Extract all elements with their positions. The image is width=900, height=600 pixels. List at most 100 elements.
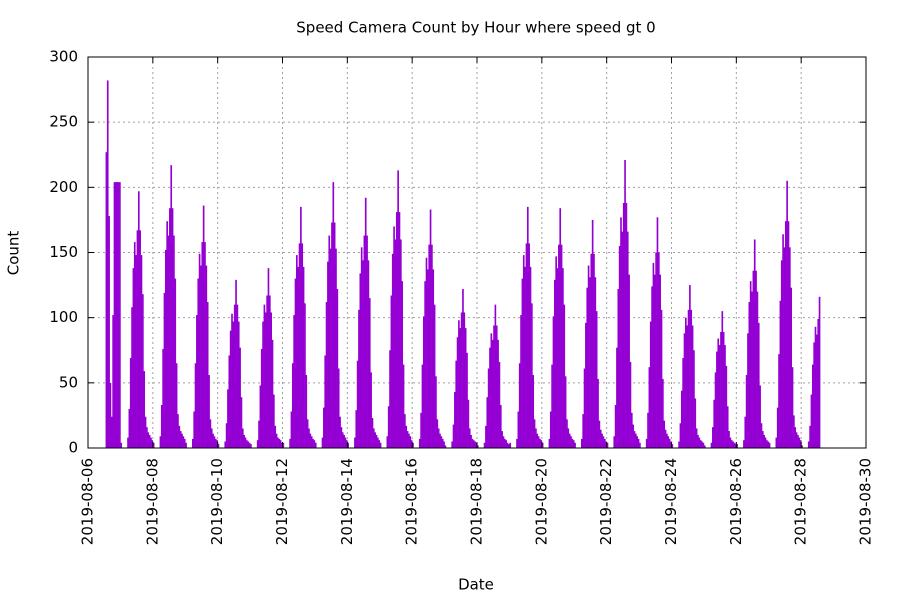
bar	[268, 295, 271, 448]
bar	[460, 312, 463, 448]
bar	[281, 442, 283, 448]
bar	[163, 292, 166, 448]
bar	[120, 442, 123, 448]
x-tick-label: 2019-08-20	[532, 458, 550, 545]
bar	[132, 268, 135, 448]
bar	[259, 385, 262, 448]
bar	[390, 295, 393, 448]
bar	[606, 442, 609, 448]
bar	[716, 351, 718, 448]
y-tick-label: 300	[49, 48, 78, 66]
bar	[787, 221, 790, 448]
bar	[174, 278, 177, 448]
bar	[386, 436, 389, 448]
bar	[551, 364, 553, 448]
bar	[250, 444, 252, 448]
bar	[137, 191, 140, 448]
bar	[406, 431, 409, 448]
bar	[730, 440, 733, 448]
x-tick-label: 2019-08-16	[403, 458, 421, 545]
bar	[712, 427, 714, 448]
bar	[645, 438, 648, 448]
bar	[694, 398, 697, 448]
x-axis-label: Date	[458, 576, 494, 594]
bar	[275, 433, 278, 448]
bar	[371, 418, 374, 448]
bar	[144, 416, 147, 448]
bar	[532, 375, 535, 448]
bar	[200, 265, 202, 448]
bar	[337, 368, 340, 448]
bar	[112, 315, 114, 448]
bar	[293, 315, 295, 448]
bar	[372, 428, 375, 448]
bar	[235, 279, 237, 448]
bar	[173, 235, 175, 448]
bar	[810, 394, 813, 448]
bar	[404, 414, 406, 448]
bar	[734, 444, 737, 448]
bar	[657, 252, 660, 448]
bar	[451, 441, 453, 448]
bar	[695, 428, 698, 448]
bar	[662, 378, 664, 448]
bar	[462, 288, 464, 448]
bar	[205, 265, 208, 448]
bar	[733, 442, 736, 448]
x-tick-label: 2019-08-06	[79, 458, 97, 545]
bar	[655, 252, 657, 448]
bar	[816, 334, 818, 448]
bar	[225, 423, 228, 448]
bar	[563, 304, 566, 448]
bar	[751, 291, 753, 448]
bar	[572, 440, 575, 448]
bar	[435, 376, 437, 448]
bar	[197, 278, 200, 448]
bar	[393, 226, 395, 448]
bar	[152, 442, 155, 448]
bar	[755, 270, 757, 448]
bar	[628, 274, 630, 448]
bar	[782, 234, 784, 448]
bar	[119, 182, 121, 448]
bar	[493, 325, 495, 448]
bar	[717, 338, 720, 448]
y-tick-label: 0	[68, 439, 78, 457]
bar	[648, 367, 651, 448]
bar	[621, 231, 624, 448]
bar	[309, 433, 312, 448]
bar	[374, 432, 376, 448]
bar	[518, 363, 521, 448]
bar	[718, 345, 721, 448]
bar	[724, 345, 726, 448]
bar	[747, 333, 749, 448]
bar	[567, 428, 570, 448]
bar	[314, 442, 317, 448]
bar	[490, 333, 493, 448]
bar	[279, 440, 282, 448]
bar	[555, 256, 557, 448]
bar	[533, 419, 536, 448]
bar	[549, 411, 552, 448]
bar	[439, 433, 441, 448]
x-tick-label: 2019-08-10	[208, 458, 226, 545]
bar	[670, 441, 672, 448]
bar	[169, 208, 171, 448]
bar	[224, 441, 227, 448]
bar	[239, 347, 241, 448]
bar	[653, 274, 656, 448]
bar	[402, 364, 405, 448]
bar	[595, 311, 598, 448]
bar	[614, 404, 617, 448]
bar	[375, 434, 378, 448]
bar	[171, 208, 174, 448]
bar	[113, 182, 116, 448]
bar	[491, 339, 494, 448]
bar	[139, 230, 141, 448]
bar	[691, 325, 694, 448]
bar	[618, 245, 621, 448]
bar	[179, 431, 182, 448]
bar	[343, 434, 345, 448]
bar	[526, 206, 529, 448]
bar	[568, 433, 571, 448]
